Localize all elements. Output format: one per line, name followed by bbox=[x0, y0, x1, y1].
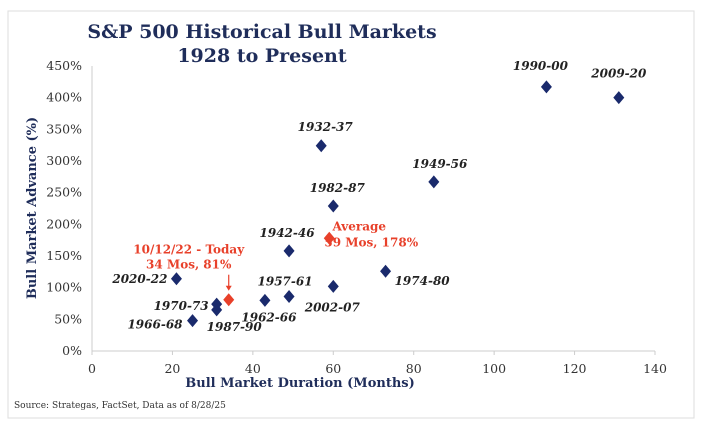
x-tick-label: 0 bbox=[88, 361, 96, 376]
average-point bbox=[323, 231, 335, 245]
data-label: 2020-22 bbox=[111, 272, 167, 286]
data-label: 1982-87 bbox=[310, 181, 366, 195]
current-bull-point bbox=[223, 293, 235, 307]
y-axis-label: Bull Market Advance (%) bbox=[25, 117, 40, 299]
data-point bbox=[540, 80, 552, 94]
chart-subtitle: 1928 to Present bbox=[177, 45, 347, 67]
y-tick-label: 100% bbox=[46, 280, 82, 295]
data-label: 1949-56 bbox=[412, 157, 468, 171]
data-point bbox=[613, 91, 625, 105]
y-tick-label: 400% bbox=[46, 90, 82, 105]
y-tick-label: 150% bbox=[46, 248, 82, 263]
y-tick-label: 300% bbox=[46, 153, 82, 168]
x-tick-label: 140 bbox=[643, 361, 667, 376]
x-tick-label: 120 bbox=[563, 361, 587, 376]
data-point bbox=[380, 264, 392, 278]
current-label-line2: 34 Mos, 81% bbox=[146, 258, 232, 272]
data-label: 1974-80 bbox=[395, 274, 451, 288]
chart-frame bbox=[7, 10, 695, 419]
x-tick-label: 80 bbox=[406, 361, 422, 376]
data-label: 2002-07 bbox=[304, 300, 361, 314]
arrow-head-icon bbox=[225, 285, 232, 291]
data-point bbox=[283, 244, 295, 258]
x-tick-label: 20 bbox=[164, 361, 180, 376]
data-point bbox=[283, 290, 295, 304]
y-tick-label: 350% bbox=[46, 121, 82, 136]
data-point bbox=[170, 272, 182, 286]
average-label-line2: 59 Mos, 178% bbox=[324, 235, 418, 249]
x-tick-label: 100 bbox=[482, 361, 506, 376]
data-point bbox=[327, 279, 339, 293]
x-tick-label: 60 bbox=[325, 361, 341, 376]
data-label: 1987-90 bbox=[207, 320, 263, 334]
current-label-line1: 10/12/22 - Today bbox=[133, 243, 245, 257]
data-label: 1970-73 bbox=[154, 299, 209, 313]
data-label: 1966-68 bbox=[127, 318, 183, 332]
source-note: Source: Strategas, FactSet, Data as of 8… bbox=[14, 401, 226, 411]
data-point bbox=[187, 314, 199, 328]
data-label: 1962-66 bbox=[241, 310, 297, 324]
data-label: 1942-46 bbox=[260, 226, 316, 240]
y-tick-label: 200% bbox=[46, 216, 82, 231]
average-label-line1: Average bbox=[331, 219, 386, 233]
data-label: 1932-37 bbox=[298, 120, 354, 134]
data-label: 1990-00 bbox=[513, 59, 569, 73]
y-tick-label: 50% bbox=[54, 311, 82, 326]
data-label: 2009-20 bbox=[590, 67, 647, 81]
y-tick-label: 250% bbox=[46, 185, 82, 200]
data-label: 1957-61 bbox=[258, 275, 313, 289]
data-point bbox=[428, 175, 440, 189]
chart-title: S&P 500 Historical Bull Markets bbox=[87, 21, 436, 43]
y-tick-label: 450% bbox=[46, 58, 82, 73]
data-point bbox=[315, 139, 327, 153]
data-point bbox=[259, 293, 271, 307]
y-tick-label: 0% bbox=[62, 343, 82, 358]
data-point bbox=[327, 199, 339, 213]
x-axis-label: Bull Market Duration (Months) bbox=[185, 376, 415, 391]
x-tick-label: 40 bbox=[245, 361, 261, 376]
data-point bbox=[211, 303, 223, 317]
